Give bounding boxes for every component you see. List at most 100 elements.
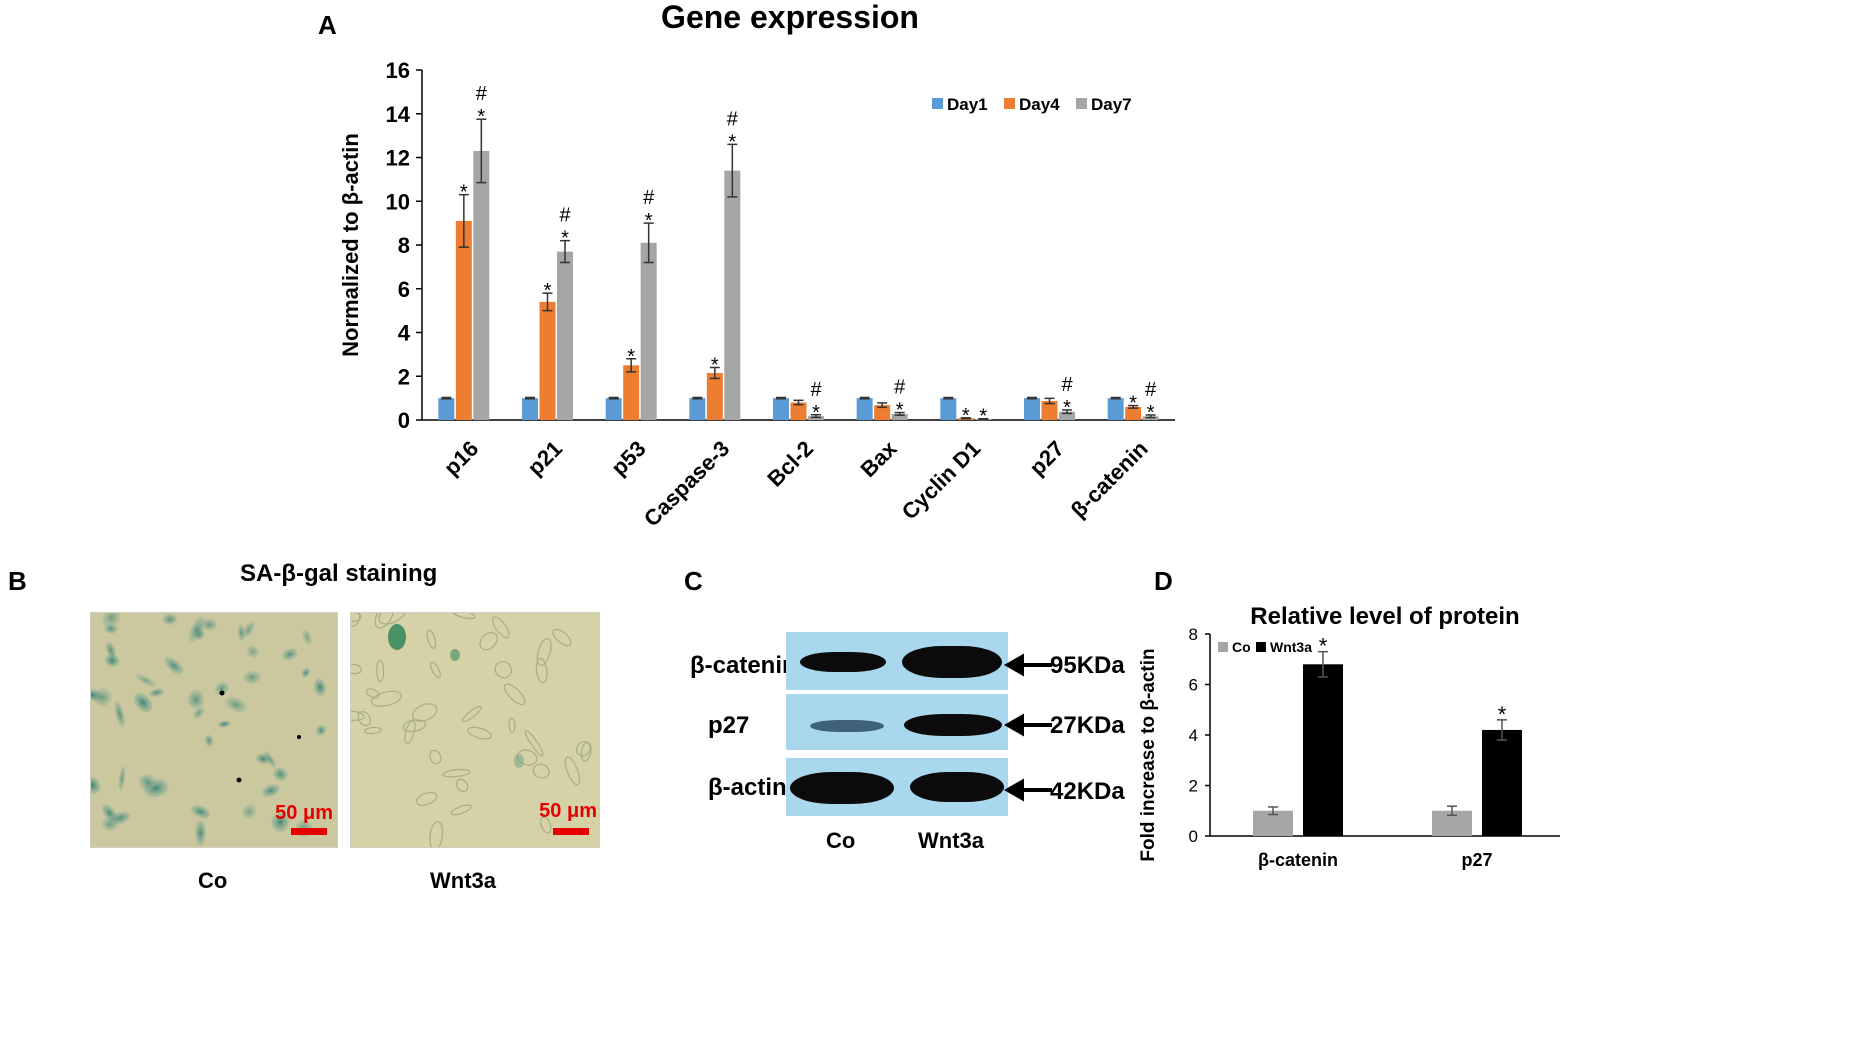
significance-hash: # xyxy=(1061,374,1073,396)
stained-cell xyxy=(190,805,211,819)
unstained-cell xyxy=(532,763,550,779)
unstained-cell xyxy=(479,631,498,651)
y-tick-label: 16 xyxy=(386,58,410,83)
band-co-p27 xyxy=(810,720,884,732)
significance-hash: # xyxy=(559,205,571,227)
scale-bar-label-wnt3a: 50 μm xyxy=(539,800,597,822)
scale-bar-wnt3a xyxy=(553,828,589,835)
unstained-cell xyxy=(374,613,394,629)
significance-asterisk: * xyxy=(1319,634,1328,659)
debris-dot xyxy=(236,777,242,783)
y-tick-label: 10 xyxy=(386,189,410,214)
stained-cell xyxy=(237,624,245,642)
unstained-cell xyxy=(535,657,548,684)
y-tick-label: 4 xyxy=(398,321,411,346)
legend-label-day7: Day7 xyxy=(1091,95,1132,114)
x-tick-label-p27: p27 xyxy=(1025,436,1069,480)
chart-title: Relative level of protein xyxy=(1250,603,1519,630)
stained-cell xyxy=(224,696,248,713)
unstained-cell xyxy=(536,637,552,667)
unstained-cell xyxy=(564,756,581,786)
stained-cell xyxy=(164,656,184,675)
bar-day7-p53 xyxy=(640,242,657,420)
stained-cell xyxy=(188,617,206,643)
unstained-cell xyxy=(442,768,471,778)
stained-cell xyxy=(204,734,214,747)
lane-label-co: Co xyxy=(826,828,856,853)
stained-cell xyxy=(109,811,131,825)
unstained-cell xyxy=(412,703,438,722)
arrow-head-icon xyxy=(1004,653,1024,677)
bar-day7-p16 xyxy=(473,150,490,420)
stained-cell xyxy=(91,776,101,794)
significance-asterisk: * xyxy=(1147,402,1155,424)
stained-cell xyxy=(148,688,165,697)
scale-bar-label-co: 50 μm xyxy=(275,802,333,824)
bar-day4-caspase-3 xyxy=(706,372,723,420)
significance-hash: # xyxy=(476,83,488,105)
stained-cell xyxy=(133,692,153,713)
significance-asterisk: * xyxy=(711,355,719,377)
stained-cell xyxy=(114,700,126,728)
stained-cell xyxy=(246,645,260,659)
significance-asterisk: * xyxy=(561,228,569,250)
unstained-cell xyxy=(461,706,482,723)
significance-asterisk: * xyxy=(812,402,820,424)
bar-day1-bcl-2 xyxy=(773,398,789,420)
x-tick-label-p16: p16 xyxy=(439,436,483,480)
unstained-cell xyxy=(376,659,385,683)
bar-day4-catenin xyxy=(1125,406,1142,420)
stained-cell xyxy=(135,673,157,688)
x-tick-label-catenin: β-catenin xyxy=(1258,850,1338,870)
y-tick-label: 6 xyxy=(1189,676,1198,695)
unstained-cell xyxy=(430,661,441,679)
stained-cell xyxy=(214,681,230,696)
bar-wnt3a-catenin xyxy=(1303,664,1343,836)
blot-arrows xyxy=(1004,653,1052,802)
unstained-cell xyxy=(494,660,512,679)
unstained-cell xyxy=(415,791,438,806)
sa-beta-gal-title: SA-β-gal staining xyxy=(240,560,438,587)
y-tick-label: 0 xyxy=(398,408,410,433)
panel-d-letter: D xyxy=(1154,566,1173,596)
unstained-cell xyxy=(467,726,492,740)
bar-day7-bax xyxy=(891,413,908,420)
staining-image-wnt3a: 50 μm xyxy=(350,612,600,848)
significance-asterisk: * xyxy=(627,346,635,368)
legend-swatch-day7 xyxy=(1076,98,1087,109)
significance-asterisk: * xyxy=(477,106,485,128)
stained-cell xyxy=(243,670,261,684)
protein-level-chart: Relative level of protein 0 2 4 6 8 Fold incre… xyxy=(1138,603,1560,870)
band-co-beta-catenin xyxy=(800,652,886,672)
bar-day7-caspase-3 xyxy=(724,170,741,420)
unstained-cell xyxy=(540,816,552,834)
stained-cell xyxy=(514,754,524,768)
staining-image-co: 50 μm xyxy=(90,612,338,848)
significance-asterisk: * xyxy=(962,405,970,427)
band-wnt3a-beta-catenin xyxy=(902,646,1002,678)
stained-cells-co xyxy=(91,613,327,846)
stained-cell xyxy=(388,624,406,650)
size-label-27kda: 27KDa xyxy=(1050,712,1125,739)
stained-cell xyxy=(313,678,327,697)
blot-label-beta-actin: β-actin xyxy=(708,774,787,801)
x-tick-label-caspase-3: Caspase-3 xyxy=(639,436,735,532)
significance-hash: # xyxy=(643,187,655,209)
bar-day1-caspase-3 xyxy=(689,398,706,420)
legend-label-wnt3a: Wnt3a xyxy=(1270,639,1312,655)
x-tick-label-p53: p53 xyxy=(606,436,650,480)
significance-hash: # xyxy=(727,108,739,130)
significance-asterisk: * xyxy=(896,400,904,422)
blot-strip-p27 xyxy=(786,694,1008,750)
unstained-cell xyxy=(524,729,544,757)
stained-cell xyxy=(101,613,121,627)
bar-day1-cyclin-d1 xyxy=(940,398,957,420)
unstained-cell xyxy=(363,726,382,735)
unstained-cell xyxy=(378,613,407,625)
legend-label-day1: Day1 xyxy=(947,95,988,114)
x-tick-label-bcl-2: Bcl-2 xyxy=(762,436,818,492)
x-tick-label-bax: Bax xyxy=(855,435,902,482)
bar-day1-p16 xyxy=(438,398,455,420)
y-tick-label: 4 xyxy=(1189,726,1198,745)
legend-swatch-co xyxy=(1218,642,1228,652)
